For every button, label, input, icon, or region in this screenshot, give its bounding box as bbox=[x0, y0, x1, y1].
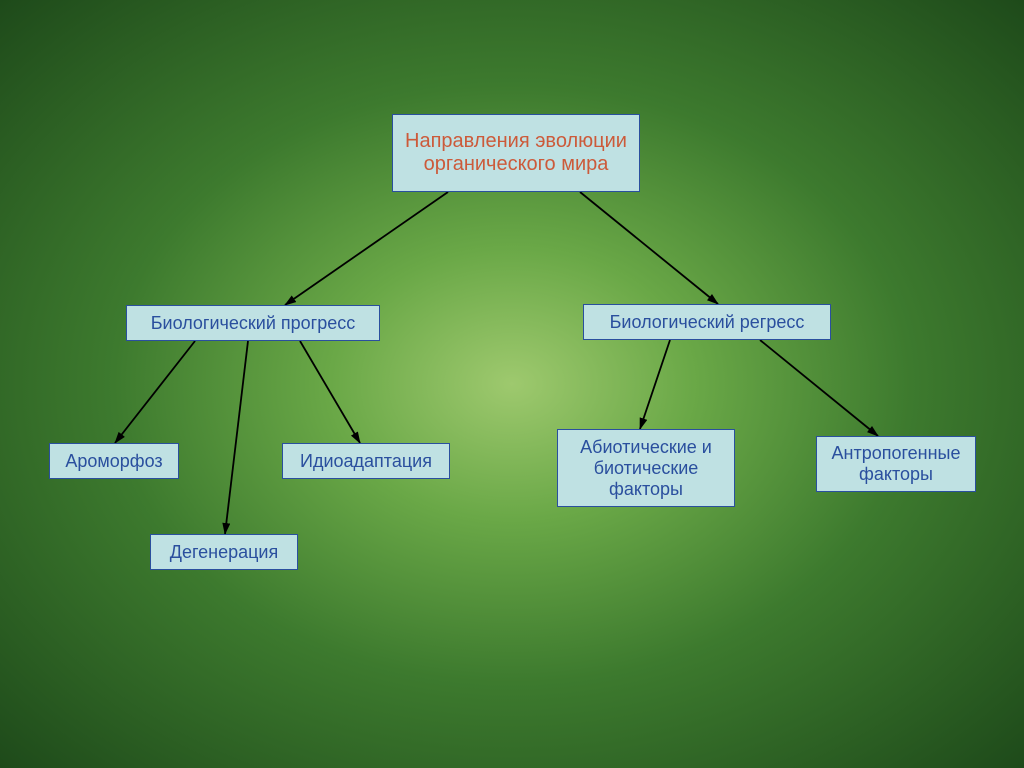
node-label: Биологический регресс bbox=[610, 312, 805, 333]
edge-root-progress bbox=[285, 192, 448, 305]
edge-regress-anthropogenic bbox=[760, 340, 878, 436]
node-degeneration: Дегенерация bbox=[150, 534, 298, 570]
node-abiotic-biotic: Абиотические и биотические факторы bbox=[557, 429, 735, 507]
node-aromorphosis: Ароморфоз bbox=[49, 443, 179, 479]
edge-progress-aromorphosis bbox=[115, 341, 195, 443]
edge-root-regress bbox=[580, 192, 718, 304]
node-label: Направления эволюции органического мира bbox=[401, 130, 631, 176]
node-label: Антропогенные факторы bbox=[825, 443, 967, 485]
edge-regress-abiotic-biotic bbox=[640, 340, 670, 429]
node-idioadaptation: Идиоадаптация bbox=[282, 443, 450, 479]
node-anthropogenic: Антропогенные факторы bbox=[816, 436, 976, 492]
node-label: Дегенерация bbox=[170, 542, 278, 563]
node-progress: Биологический прогресс bbox=[126, 305, 380, 341]
node-label: Идиоадаптация bbox=[300, 451, 432, 472]
node-root: Направления эволюции органического мира bbox=[392, 114, 640, 192]
node-label: Биологический прогресс bbox=[151, 313, 356, 334]
node-label: Абиотические и биотические факторы bbox=[566, 437, 726, 500]
node-label: Ароморфоз bbox=[65, 451, 162, 472]
edge-progress-idioadaptation bbox=[300, 341, 360, 443]
edges-group bbox=[115, 192, 878, 534]
edge-progress-degeneration bbox=[225, 341, 248, 534]
node-regress: Биологический регресс bbox=[583, 304, 831, 340]
